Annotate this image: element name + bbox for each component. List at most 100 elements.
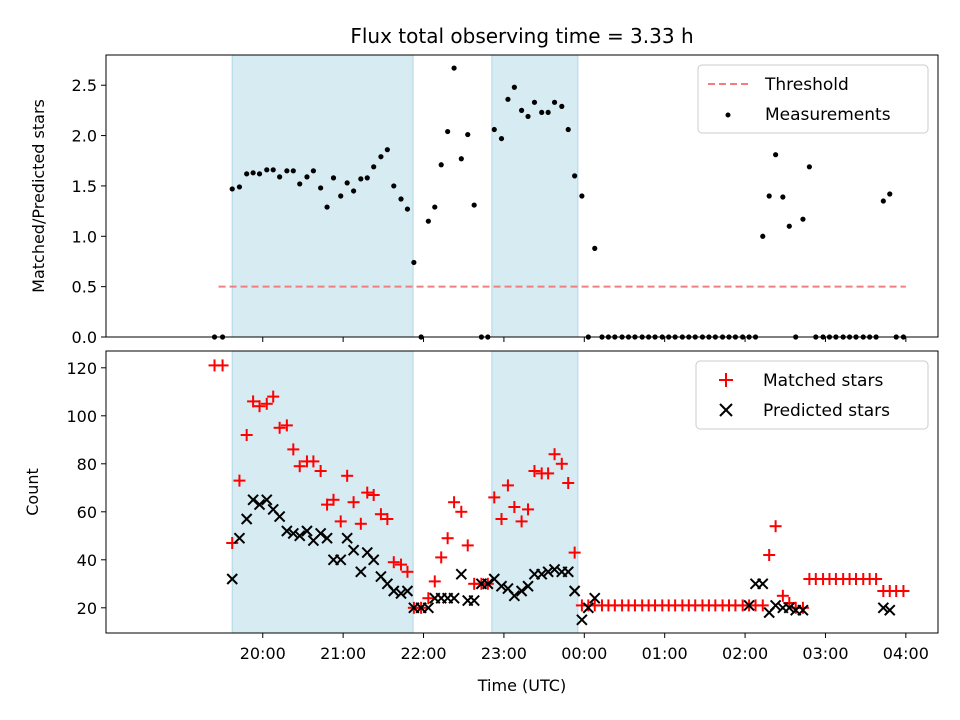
matched-star-point [233, 474, 246, 487]
matched-star-point [522, 503, 535, 516]
predicted-star-point [455, 568, 468, 580]
predicted-star-point [388, 585, 400, 597]
matched-star-point [226, 537, 239, 549]
measurement-point [498, 135, 505, 142]
measurement-point [350, 188, 357, 194]
predicted-star-point [261, 494, 273, 506]
predicted-star-point [321, 532, 333, 544]
predicted-star-point [515, 585, 528, 597]
matched-star-point [321, 498, 334, 511]
matched-star-point [776, 589, 789, 602]
matched-star-point [387, 556, 400, 569]
matched-star-point [260, 397, 273, 410]
matched-star-point [555, 457, 568, 470]
measurement-point [284, 168, 290, 174]
predicted-star-point [448, 592, 460, 604]
threshold-legend-label: Threshold [764, 75, 849, 95]
x-tick-label: 00:00 [561, 644, 607, 663]
measurement-point [270, 167, 276, 173]
predicted-star-point [743, 599, 755, 612]
predicted-star-point [287, 527, 300, 540]
matched-star-point [354, 517, 367, 530]
bot-y-tick-label: 20 [77, 599, 97, 618]
x-tick-label: 22:00 [400, 644, 446, 663]
predicted-star-points [226, 494, 896, 626]
predicted-star-point [301, 525, 313, 537]
matched-star-point [461, 539, 474, 552]
predicted-star-point [508, 590, 521, 602]
measurement-point [229, 186, 235, 192]
matched-star-point [870, 573, 883, 585]
predicted-star-point [495, 580, 508, 592]
matched-star-point [240, 429, 253, 441]
bottom-plot-frame [105, 350, 939, 634]
measurement-point [505, 96, 511, 102]
predicted-star-point [542, 566, 554, 578]
measurement-point [451, 65, 457, 71]
bot-y-tick-label: 60 [77, 503, 97, 522]
x-tick-label: 02:00 [722, 644, 768, 663]
measurement-point [371, 164, 377, 170]
predicted-star-point [226, 573, 238, 585]
bottom-legend-box [695, 360, 929, 430]
measurement-point [780, 194, 786, 200]
predicted-star-point [468, 594, 480, 607]
top-y-axis-ticks: 0.0 0.5 1.0 1.5 2.0 2.5 [72, 76, 106, 347]
predicted-legend-label: Predicted stars [763, 401, 890, 421]
bottom-shaded-regions [231, 350, 579, 634]
top-panel: 0.0 0.5 1.0 1.5 2.0 2.5 Flux total observing … [29, 24, 939, 347]
predicted-star-point [367, 554, 380, 566]
measurement-point [465, 131, 471, 138]
predicted-star-point [401, 585, 414, 597]
measurement-point [264, 167, 270, 173]
matched-star-point [515, 515, 528, 528]
measurement-point [518, 107, 525, 113]
predicted-star-point [535, 568, 548, 580]
measurement-point [411, 259, 417, 266]
top-legend-box [697, 64, 929, 134]
top-shaded-interval-0 [231, 54, 414, 338]
measurement-point [384, 147, 390, 153]
top-plot-frame [105, 54, 939, 338]
matched-star-point [293, 460, 306, 473]
predicted-star-point [769, 599, 782, 612]
measurement-point [880, 198, 886, 204]
matched-star-point [448, 496, 461, 509]
bottom-y-axis-ticks: 20 40 60 80 100 120 [66, 359, 106, 618]
predicted-star-point [422, 602, 435, 614]
matched-star-point [267, 390, 280, 403]
measurement-point [250, 170, 256, 176]
predicted-star-point [240, 513, 253, 525]
top-y-axis-label: Matched/Predicted stars [29, 99, 48, 293]
measurement-point [559, 103, 565, 109]
measurement-point [579, 193, 585, 199]
matched-star-point [435, 551, 448, 564]
matched-star-point [395, 558, 408, 571]
measurement-point [773, 152, 779, 158]
measurement-point [458, 156, 464, 162]
matched-star-point [287, 443, 300, 456]
measurement-point [344, 180, 350, 186]
predicted-star-point [522, 580, 534, 592]
matched-star-point [508, 501, 521, 513]
predicted-star-point [884, 604, 896, 616]
top-y-tick-label: 0.0 [72, 328, 97, 347]
predicted-star-point [589, 592, 601, 604]
measurement-point [565, 126, 571, 133]
measurement-point [290, 168, 296, 174]
measurement-point [760, 233, 766, 239]
measurement-point [525, 113, 531, 120]
top-y-tick-label: 2.5 [72, 76, 97, 95]
matched-star-point [273, 421, 286, 434]
bottom-y-axis-label: Count [23, 468, 42, 516]
matched-star-point [341, 469, 354, 482]
matched-star-point [280, 419, 293, 432]
top-y-tick-label: 0.5 [72, 278, 97, 297]
measurements-legend-swatch [725, 112, 731, 118]
measurement-point [358, 176, 364, 182]
top-y-tick-label: 1.5 [72, 177, 97, 196]
matched-star-point [763, 549, 776, 561]
x-tick-label: 23:00 [481, 644, 527, 663]
matched-star-point [548, 448, 561, 461]
measurement-point [511, 84, 517, 90]
